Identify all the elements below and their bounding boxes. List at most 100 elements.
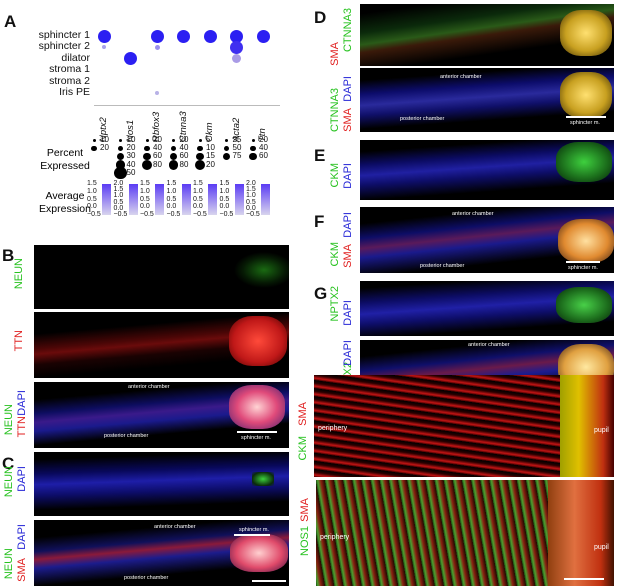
size-legend-dot [144, 145, 150, 151]
color-legend-bar [208, 184, 217, 215]
color-legend-bar [128, 184, 138, 215]
color-legend-label: −0.5 [166, 211, 181, 218]
scalebar-c-top [234, 534, 270, 536]
text-f-anterior: anterior chamber [452, 211, 494, 217]
label-f: CKM SMA DAPI [329, 212, 354, 268]
text-b-posterior: posterior chamber [104, 433, 149, 439]
size-legend-label: 60 [259, 151, 268, 161]
panel-label-f: F [314, 212, 325, 231]
text-b-sphincter: sphincter m. [241, 435, 271, 441]
color-legend-label: 0.5 [166, 195, 177, 203]
color-legend-label: 0.0 [113, 204, 124, 212]
text-f-posterior: posterior chamber [420, 263, 465, 269]
size-legend-dot [197, 145, 203, 151]
panel-label-d: D [314, 8, 327, 27]
image-g-nptx2-dapi [360, 281, 614, 336]
size-legend-dot [198, 138, 202, 142]
scalebar-b [237, 431, 277, 433]
color-legend-label: −0.5 [113, 211, 128, 218]
color-legend-bar [181, 184, 191, 215]
size-legend-label: 80 [153, 159, 162, 169]
size-legend-label: 5 [206, 135, 211, 144]
text-c-anterior: anterior chamber [154, 524, 196, 530]
label-b-merge: NEUN TTN DAPI [3, 390, 28, 438]
color-legend-label: 1.5 [246, 186, 256, 194]
color-legend-label: 1.5 [87, 180, 97, 187]
color-legend-label: 0.0 [193, 203, 203, 211]
text-g-anterior: anterior chamber [468, 342, 510, 348]
label-d-top: SMA CTNNA3 [329, 8, 354, 66]
size-legend-dot [143, 152, 151, 161]
size-legend-dot [169, 152, 178, 161]
color-legend-label: −0.5 [246, 211, 260, 218]
color-legend-label: 1.0 [113, 192, 124, 200]
dotplot-dot [203, 29, 217, 43]
label-e: CKM DAPI [329, 163, 354, 189]
size-legend-label: 60 [153, 151, 162, 161]
image-b-neun [34, 245, 289, 309]
color-legend-label: 1.5 [166, 180, 177, 187]
label-h-bottom: NOS1 SMA [299, 498, 311, 556]
color-legend-label: 1.5 [140, 180, 150, 187]
color-legend-label: −0.5 [219, 211, 234, 218]
text-b-anterior: anterior chamber [128, 384, 170, 390]
size-legend-label: 10 [126, 135, 136, 144]
image-c-neun-dapi [34, 452, 289, 516]
dotplot-dot [124, 52, 137, 66]
color-legend-label: 0.5 [246, 198, 256, 206]
size-legend-dot [250, 145, 256, 151]
image-e-ckm-dapi [360, 140, 614, 200]
color-legend-label: 0.5 [140, 195, 150, 203]
label-c-neun-dapi: NEUN DAPI [3, 466, 28, 498]
label-h-top: CKM SMA [297, 402, 309, 461]
dotplot-row-label: stroma 1 [49, 63, 90, 76]
size-legend-label: 20 [100, 143, 109, 153]
color-legend-bar [155, 184, 164, 215]
panel-label-a: A [4, 12, 17, 31]
size-legend-dot [222, 152, 231, 161]
color-legend-label: 1.0 [140, 187, 150, 195]
size-legend-dot [142, 159, 152, 170]
panel-label-g: G [314, 284, 328, 303]
scalebar-f [566, 261, 600, 263]
size-legend-label: 10 [206, 143, 215, 153]
color-legend-label: 0.0 [140, 203, 150, 211]
label-d-merge: CTNNA3 SMA DAPI [329, 76, 354, 133]
color-legend-label: −0.5 [87, 211, 101, 218]
size-legend-label: 50 [232, 143, 242, 153]
dotplot-dot [97, 29, 111, 43]
size-legend-label: 40 [126, 159, 136, 169]
dotplot-row-label: stroma 2 [49, 74, 90, 87]
color-legend-label: −0.5 [193, 211, 207, 218]
text-d-anterior: anterior chamber [440, 74, 482, 80]
color-legend-label: 1.5 [113, 186, 124, 194]
color-legend-bar [261, 184, 270, 215]
color-legend-label: 0.5 [193, 195, 203, 203]
dotplot-dot [150, 29, 164, 43]
size-legend-label: 20 [179, 135, 189, 144]
color-legend-label: 0.5 [113, 198, 124, 206]
size-legend-dot [172, 138, 175, 142]
color-legend-label: 1.5 [193, 180, 203, 187]
label-c-merge: NEUN SMA DAPI [3, 524, 28, 582]
text-h-periphery-2: periphery [320, 534, 350, 541]
color-legend-bar [234, 184, 244, 215]
size-legend-label: 20 [206, 159, 215, 169]
size-legend-dot [117, 145, 124, 151]
color-legend-bar [102, 184, 111, 215]
color-legend-label: 1.5 [219, 180, 230, 187]
image-b-ttn [34, 312, 289, 378]
image-d-sma-ctnna3 [360, 4, 614, 66]
text-c-posterior: posterior chamber [124, 575, 169, 581]
dotplot-dot [154, 44, 160, 50]
scalebar-c [252, 580, 286, 582]
size-legend-label: 50 [126, 167, 136, 177]
color-legend-label: 0.5 [87, 195, 97, 203]
size-legend-dot [115, 159, 126, 170]
size-legend-label: 20 [259, 135, 268, 144]
color-legend-label: 2.0 [246, 180, 256, 187]
text-h-periphery: periphery [318, 425, 348, 432]
size-legend-label: 40 [153, 143, 162, 153]
text-d-posterior: posterior chamber [400, 116, 445, 122]
color-legend-label: 2.0 [113, 180, 124, 187]
